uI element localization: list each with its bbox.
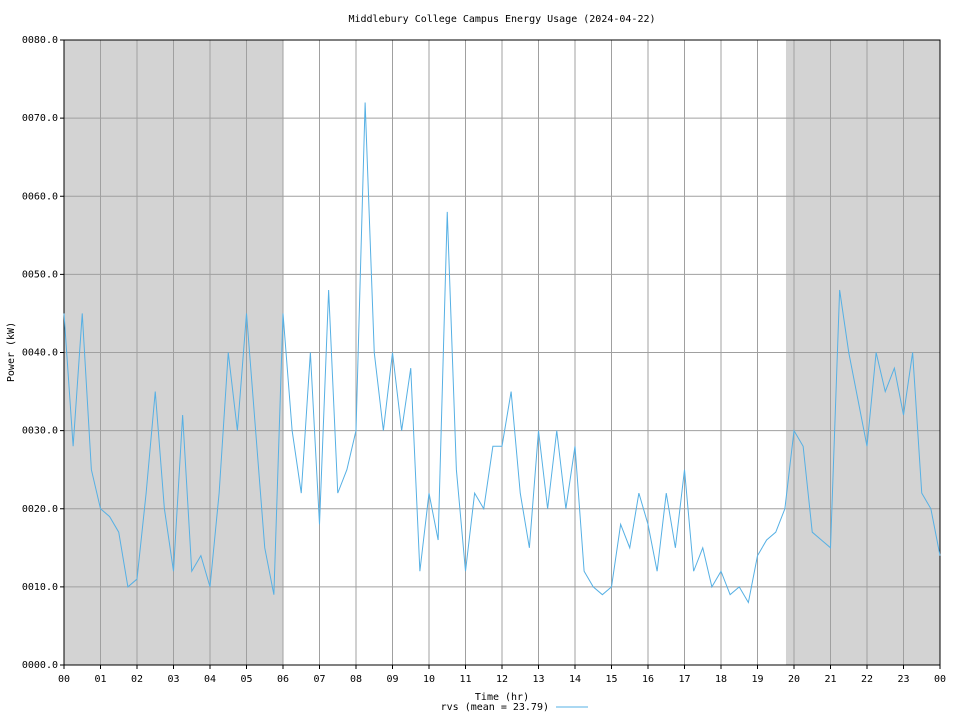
x-tick-label: 21 (824, 674, 836, 685)
y-tick-label: 0020.0 (22, 504, 58, 515)
x-tick-label: 11 (459, 674, 471, 685)
y-tick-label: 0040.0 (22, 348, 58, 359)
y-tick-label: 0030.0 (22, 426, 58, 437)
x-tick-label: 22 (861, 674, 873, 685)
x-tick-label: 18 (715, 674, 727, 685)
x-tick-label: 16 (642, 674, 654, 685)
x-tick-label: 00 (58, 674, 70, 685)
legend-label: rvs (mean = 23.79) (441, 702, 549, 713)
y-axis-label: Power (kW) (6, 322, 17, 382)
x-tick-label: 15 (605, 674, 617, 685)
x-tick-label: 09 (386, 674, 398, 685)
x-tick-label: 19 (751, 674, 763, 685)
data-line (63, 102, 941, 604)
x-tick-label: 08 (350, 674, 362, 685)
x-tick-label: 06 (277, 674, 289, 685)
x-tick-label: 17 (678, 674, 690, 685)
x-axis-label: Time (hr) (475, 692, 529, 703)
y-tick-label: 0050.0 (22, 269, 58, 280)
x-tick-label: 20 (788, 674, 800, 685)
plot-frame (63, 39, 941, 666)
y-tick-label: 0000.0 (22, 660, 58, 671)
x-tick-label: 13 (532, 674, 544, 685)
x-tick-label: 10 (423, 674, 435, 685)
x-tick-label: 12 (496, 674, 508, 685)
x-tick-label: 05 (240, 674, 252, 685)
x-tick-label: 23 (897, 674, 909, 685)
y-tick-label: 0010.0 (22, 582, 58, 593)
x-tick-label: 07 (313, 674, 325, 685)
x-tick-label: 03 (167, 674, 179, 685)
x-tick-label: 00 (934, 674, 946, 685)
chart-title: Middlebury College Campus Energy Usage (… (348, 14, 655, 25)
x-tick-label: 14 (569, 674, 581, 685)
y-tick-label: 0060.0 (22, 191, 58, 202)
x-tick-label: 01 (94, 674, 106, 685)
x-tick-label: 04 (204, 674, 216, 685)
y-tick-label: 0080.0 (22, 35, 58, 46)
x-tick-label: 02 (131, 674, 143, 685)
y-tick-label: 0070.0 (22, 113, 58, 124)
